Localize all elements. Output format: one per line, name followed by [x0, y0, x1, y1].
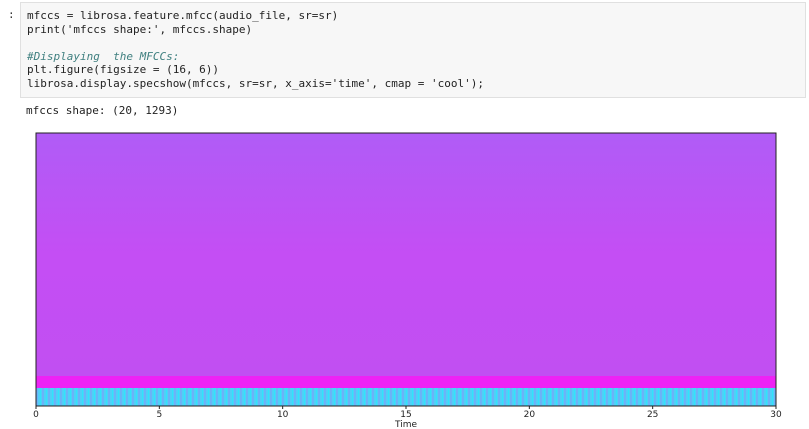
chart: Time 0 5 10 15 20 25 30: [0, 0, 809, 429]
x-tick-label: 25: [647, 410, 658, 420]
x-tick-label: 10: [277, 410, 289, 420]
spectrogram-band: [36, 388, 776, 406]
x-tick-label: 0: [33, 410, 39, 420]
x-tick-label: 20: [524, 410, 536, 420]
x-tick-label: 5: [156, 410, 162, 420]
spectrogram-band: [36, 376, 776, 388]
x-axis-label: Time: [394, 420, 417, 429]
x-tick-label: 15: [400, 410, 411, 420]
x-tick-label: 30: [770, 410, 782, 420]
notebook: : mfccs = librosa.feature.mfcc(audio_fil…: [0, 0, 809, 429]
spectrogram: [36, 133, 776, 376]
